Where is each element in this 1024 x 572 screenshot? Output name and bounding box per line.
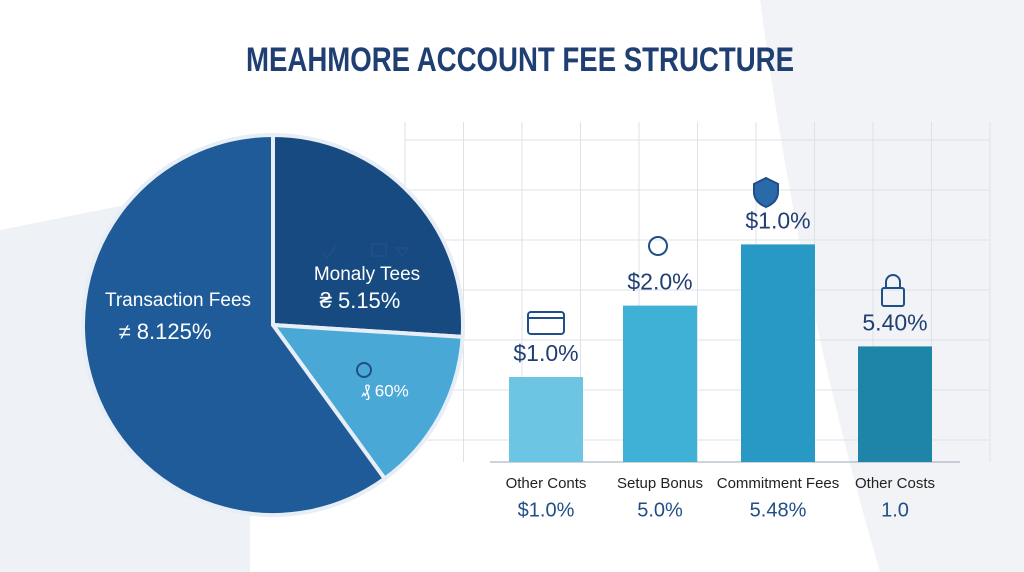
bar-top-label: $1.0% bbox=[745, 207, 810, 233]
bar-top-label: $2.0% bbox=[627, 269, 692, 295]
pie-slice bbox=[81, 132, 388, 517]
icon bbox=[394, 247, 410, 258]
icon bbox=[321, 245, 337, 260]
bar-top-label: 5.40% bbox=[862, 309, 927, 335]
icon bbox=[356, 362, 372, 378]
pie-slice bbox=[268, 322, 465, 482]
icon bbox=[371, 243, 387, 257]
icons bbox=[321, 176, 905, 378]
bar-top-label: $1.0% bbox=[513, 340, 578, 366]
bars: $1.0% Other Conts $1.0% $2.0% Setup Bonus 5.0… bbox=[506, 207, 935, 521]
icon bbox=[881, 287, 905, 307]
bar bbox=[623, 305, 697, 462]
icon bbox=[753, 176, 779, 209]
x-tick-label: Other Costs bbox=[855, 475, 935, 492]
icon bbox=[527, 311, 565, 335]
bar bbox=[509, 377, 583, 462]
bar-bottom-label: 1.0 bbox=[881, 499, 909, 521]
slice-label: Transaction Fees bbox=[105, 290, 251, 311]
x-tick-label: Setup Bonus bbox=[617, 475, 703, 492]
bar-bottom-label: 5.0% bbox=[637, 499, 683, 521]
bg-shape bbox=[760, 0, 1024, 572]
bar bbox=[741, 244, 815, 462]
bar bbox=[858, 346, 932, 462]
slice-annotation: ₴ 5.15% bbox=[320, 288, 401, 313]
pie-slice bbox=[271, 132, 465, 340]
slice-annotation: ≠ 8.125% bbox=[119, 319, 212, 344]
bar-bottom-label: 5.48% bbox=[750, 499, 807, 521]
icon bbox=[885, 274, 901, 288]
pie: Monaly Tees ₴ 5.15% ₰ 60% Transaction Fees ≠… bbox=[81, 132, 465, 517]
bar-bottom-label: $1.0% bbox=[518, 499, 575, 521]
icon bbox=[648, 236, 668, 256]
x-tick-label: Other Conts bbox=[506, 475, 587, 492]
chart-title: MEAHMORE ACCOUNT FEE STRUCTURE bbox=[246, 41, 794, 79]
slice-annotation: ₰ 60% bbox=[361, 381, 409, 400]
x-tick-label: Commitment Fees bbox=[717, 475, 840, 492]
slice-label: Monaly Tees bbox=[314, 264, 420, 285]
